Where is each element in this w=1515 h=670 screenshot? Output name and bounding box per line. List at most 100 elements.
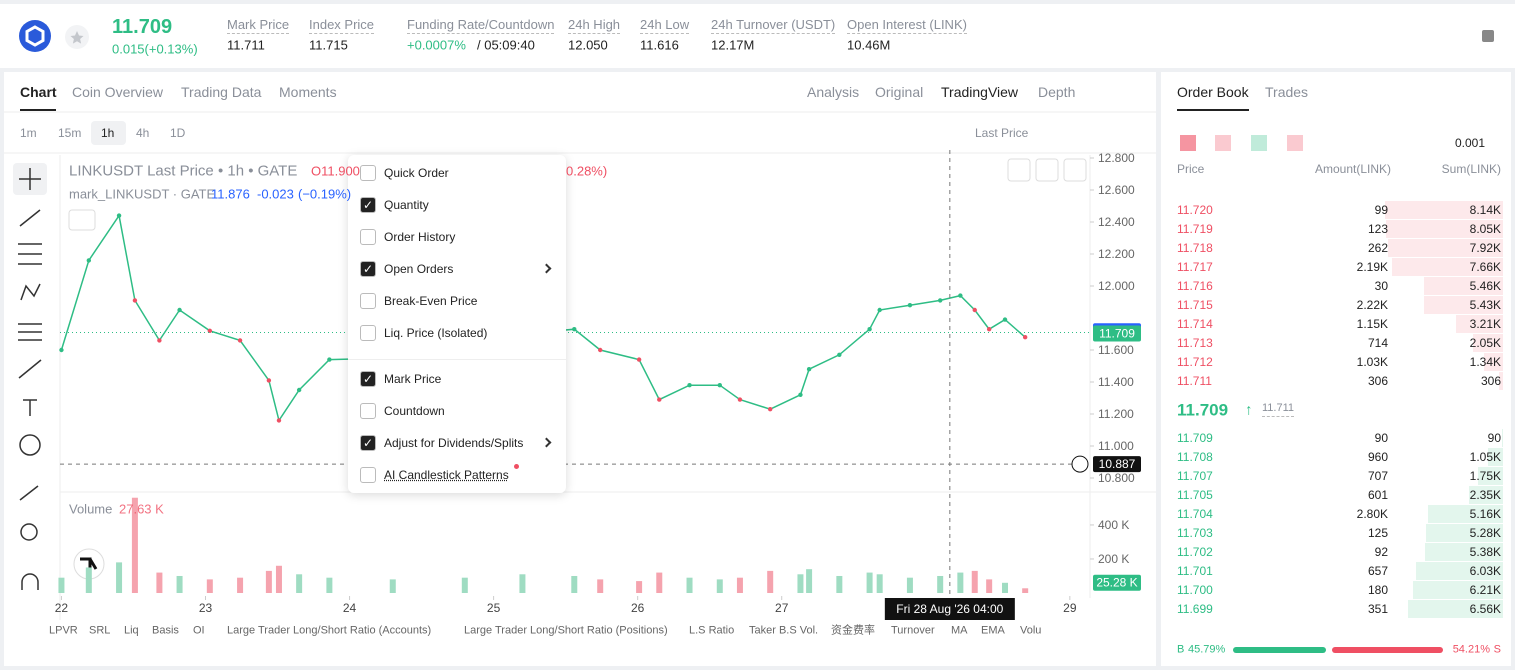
volume-bar bbox=[206, 579, 213, 593]
ob-amount: 1.15K bbox=[1356, 317, 1388, 331]
menu-item[interactable]: AI Candlestick Patterns bbox=[384, 468, 509, 482]
checkbox[interactable] bbox=[360, 325, 376, 341]
legend-open: O11.900 bbox=[311, 163, 360, 179]
price-point bbox=[837, 352, 842, 357]
menu-item[interactable]: Adjust for Dividends/Splits bbox=[384, 436, 524, 450]
indicator-tab[interactable]: Basis bbox=[152, 624, 179, 637]
indicator-tab[interactable]: LPVR bbox=[49, 624, 78, 637]
indicator-tab[interactable]: OI bbox=[193, 624, 205, 637]
tab[interactable]: Moments bbox=[279, 84, 337, 100]
volume-bar bbox=[58, 577, 65, 593]
chart-button[interactable] bbox=[1035, 158, 1059, 182]
chart-panel bbox=[4, 72, 1156, 666]
ratio-value: 45.79% bbox=[1188, 643, 1226, 656]
checkbox[interactable] bbox=[360, 403, 376, 419]
checkbox[interactable]: ✓ bbox=[360, 371, 376, 387]
view-tab[interactable]: Depth bbox=[1038, 84, 1076, 100]
ob-amount: 180 bbox=[1367, 583, 1388, 597]
submenu-arrow bbox=[541, 263, 552, 274]
menu-item[interactable]: Mark Price bbox=[384, 372, 442, 386]
checkbox[interactable]: ✓ bbox=[360, 261, 376, 277]
indicator-tab[interactable]: Large Trader Long/Short Ratio (Accounts) bbox=[227, 624, 432, 637]
indicator-tab[interactable]: Large Trader Long/Short Ratio (Positions… bbox=[464, 624, 668, 637]
ob-sum: 306 bbox=[1480, 374, 1501, 388]
ob-sum: 6.21K bbox=[1469, 583, 1501, 597]
depth-bar bbox=[1425, 543, 1503, 561]
price-point bbox=[266, 378, 272, 383]
stat-value: +0.0007% bbox=[407, 37, 466, 53]
x-tick-label: 25 bbox=[487, 601, 501, 615]
stat-label: Mark Price bbox=[227, 17, 290, 34]
interval[interactable]: 15m bbox=[58, 126, 82, 140]
interval[interactable]: 1m bbox=[20, 126, 37, 140]
chart-button[interactable] bbox=[1063, 158, 1087, 182]
interval[interactable]: 1D bbox=[170, 126, 186, 140]
volume-bar bbox=[986, 579, 993, 593]
stat-label: 24h Low bbox=[640, 17, 690, 34]
ob-price: 11.707 bbox=[1177, 469, 1213, 483]
y-tick-label: 12.800 bbox=[1098, 151, 1135, 165]
ob-amount: 125 bbox=[1367, 526, 1388, 540]
chart-button[interactable] bbox=[1007, 158, 1031, 182]
menu-item[interactable]: Quick Order bbox=[384, 166, 449, 180]
ob-tab[interactable]: Order Book bbox=[1177, 84, 1249, 100]
checkbox[interactable] bbox=[360, 467, 376, 483]
checkbox[interactable] bbox=[360, 293, 376, 309]
interval[interactable]: 1h bbox=[101, 126, 115, 140]
indicator-tab[interactable]: 资金费率 bbox=[831, 624, 875, 637]
x-tick-label: 24 bbox=[343, 601, 357, 615]
indicator-tab[interactable]: Volu bbox=[1020, 624, 1042, 637]
price-point bbox=[972, 307, 977, 313]
ob-sum: 3.21K bbox=[1469, 317, 1501, 331]
view-tab[interactable]: Original bbox=[875, 84, 924, 100]
price-point bbox=[177, 307, 182, 313]
stat-value: 12.050 bbox=[568, 37, 608, 53]
ob-price: 11.709 bbox=[1177, 431, 1213, 445]
y-tick-label: 11.200 bbox=[1098, 407, 1134, 421]
ob-tab[interactable]: Trades bbox=[1265, 84, 1309, 100]
menu-item[interactable]: Order History bbox=[384, 230, 456, 244]
ob-sum: 2.05K bbox=[1469, 336, 1501, 350]
menu-item[interactable]: Countdown bbox=[384, 404, 445, 418]
y-tick-label: 11.400 bbox=[1098, 375, 1134, 389]
volume-bar bbox=[736, 577, 743, 593]
checkbox[interactable] bbox=[360, 229, 376, 245]
volume-bar bbox=[1022, 588, 1029, 593]
collapse-legend[interactable] bbox=[68, 209, 96, 231]
header-icon[interactable] bbox=[1482, 30, 1494, 42]
ob-sum: 5.43K bbox=[1469, 298, 1501, 312]
depth-bar bbox=[1423, 277, 1503, 295]
tab[interactable]: Chart bbox=[20, 84, 57, 100]
price-type[interactable]: Last Price bbox=[975, 126, 1029, 140]
ob-sum: 5.46K bbox=[1469, 279, 1501, 293]
tab[interactable]: Trading Data bbox=[181, 84, 262, 100]
ob-sum: 8.05K bbox=[1469, 222, 1501, 236]
checkbox[interactable]: ✓ bbox=[360, 197, 376, 213]
indicator-tab[interactable]: SRL bbox=[89, 624, 111, 637]
price-point bbox=[237, 338, 243, 343]
indicator-tab[interactable]: MA bbox=[951, 624, 968, 637]
menu-item[interactable]: Liq. Price (Isolated) bbox=[384, 326, 488, 340]
precision[interactable]: 0.001 bbox=[1455, 136, 1486, 150]
tab[interactable]: Coin Overview bbox=[72, 84, 164, 100]
menu-item[interactable]: Break-Even Price bbox=[384, 294, 478, 308]
column-header: Sum(LINK) bbox=[1441, 162, 1501, 176]
view-tab[interactable]: TradingView bbox=[941, 84, 1019, 100]
sell-bar bbox=[1332, 647, 1443, 653]
checkbox[interactable] bbox=[360, 165, 376, 181]
indicator-tab[interactable]: Taker B.S Vol. bbox=[749, 624, 819, 637]
indicator-tab[interactable]: Turnover bbox=[891, 624, 935, 637]
checkbox[interactable]: ✓ bbox=[360, 435, 376, 451]
indicator-tab[interactable]: EMA bbox=[981, 624, 1005, 637]
menu-item[interactable]: Quantity bbox=[384, 198, 429, 212]
view-tab[interactable]: Analysis bbox=[807, 84, 860, 100]
volume-bar bbox=[237, 577, 244, 593]
menu-item[interactable]: Open Orders bbox=[384, 262, 454, 276]
ob-sum: 7.66K bbox=[1469, 260, 1501, 274]
indicator-tab[interactable]: Liq bbox=[124, 624, 139, 637]
ob-sum: 6.56K bbox=[1469, 602, 1501, 616]
indicator-tab[interactable]: L.S Ratio bbox=[689, 624, 735, 637]
interval[interactable]: 4h bbox=[136, 126, 150, 140]
